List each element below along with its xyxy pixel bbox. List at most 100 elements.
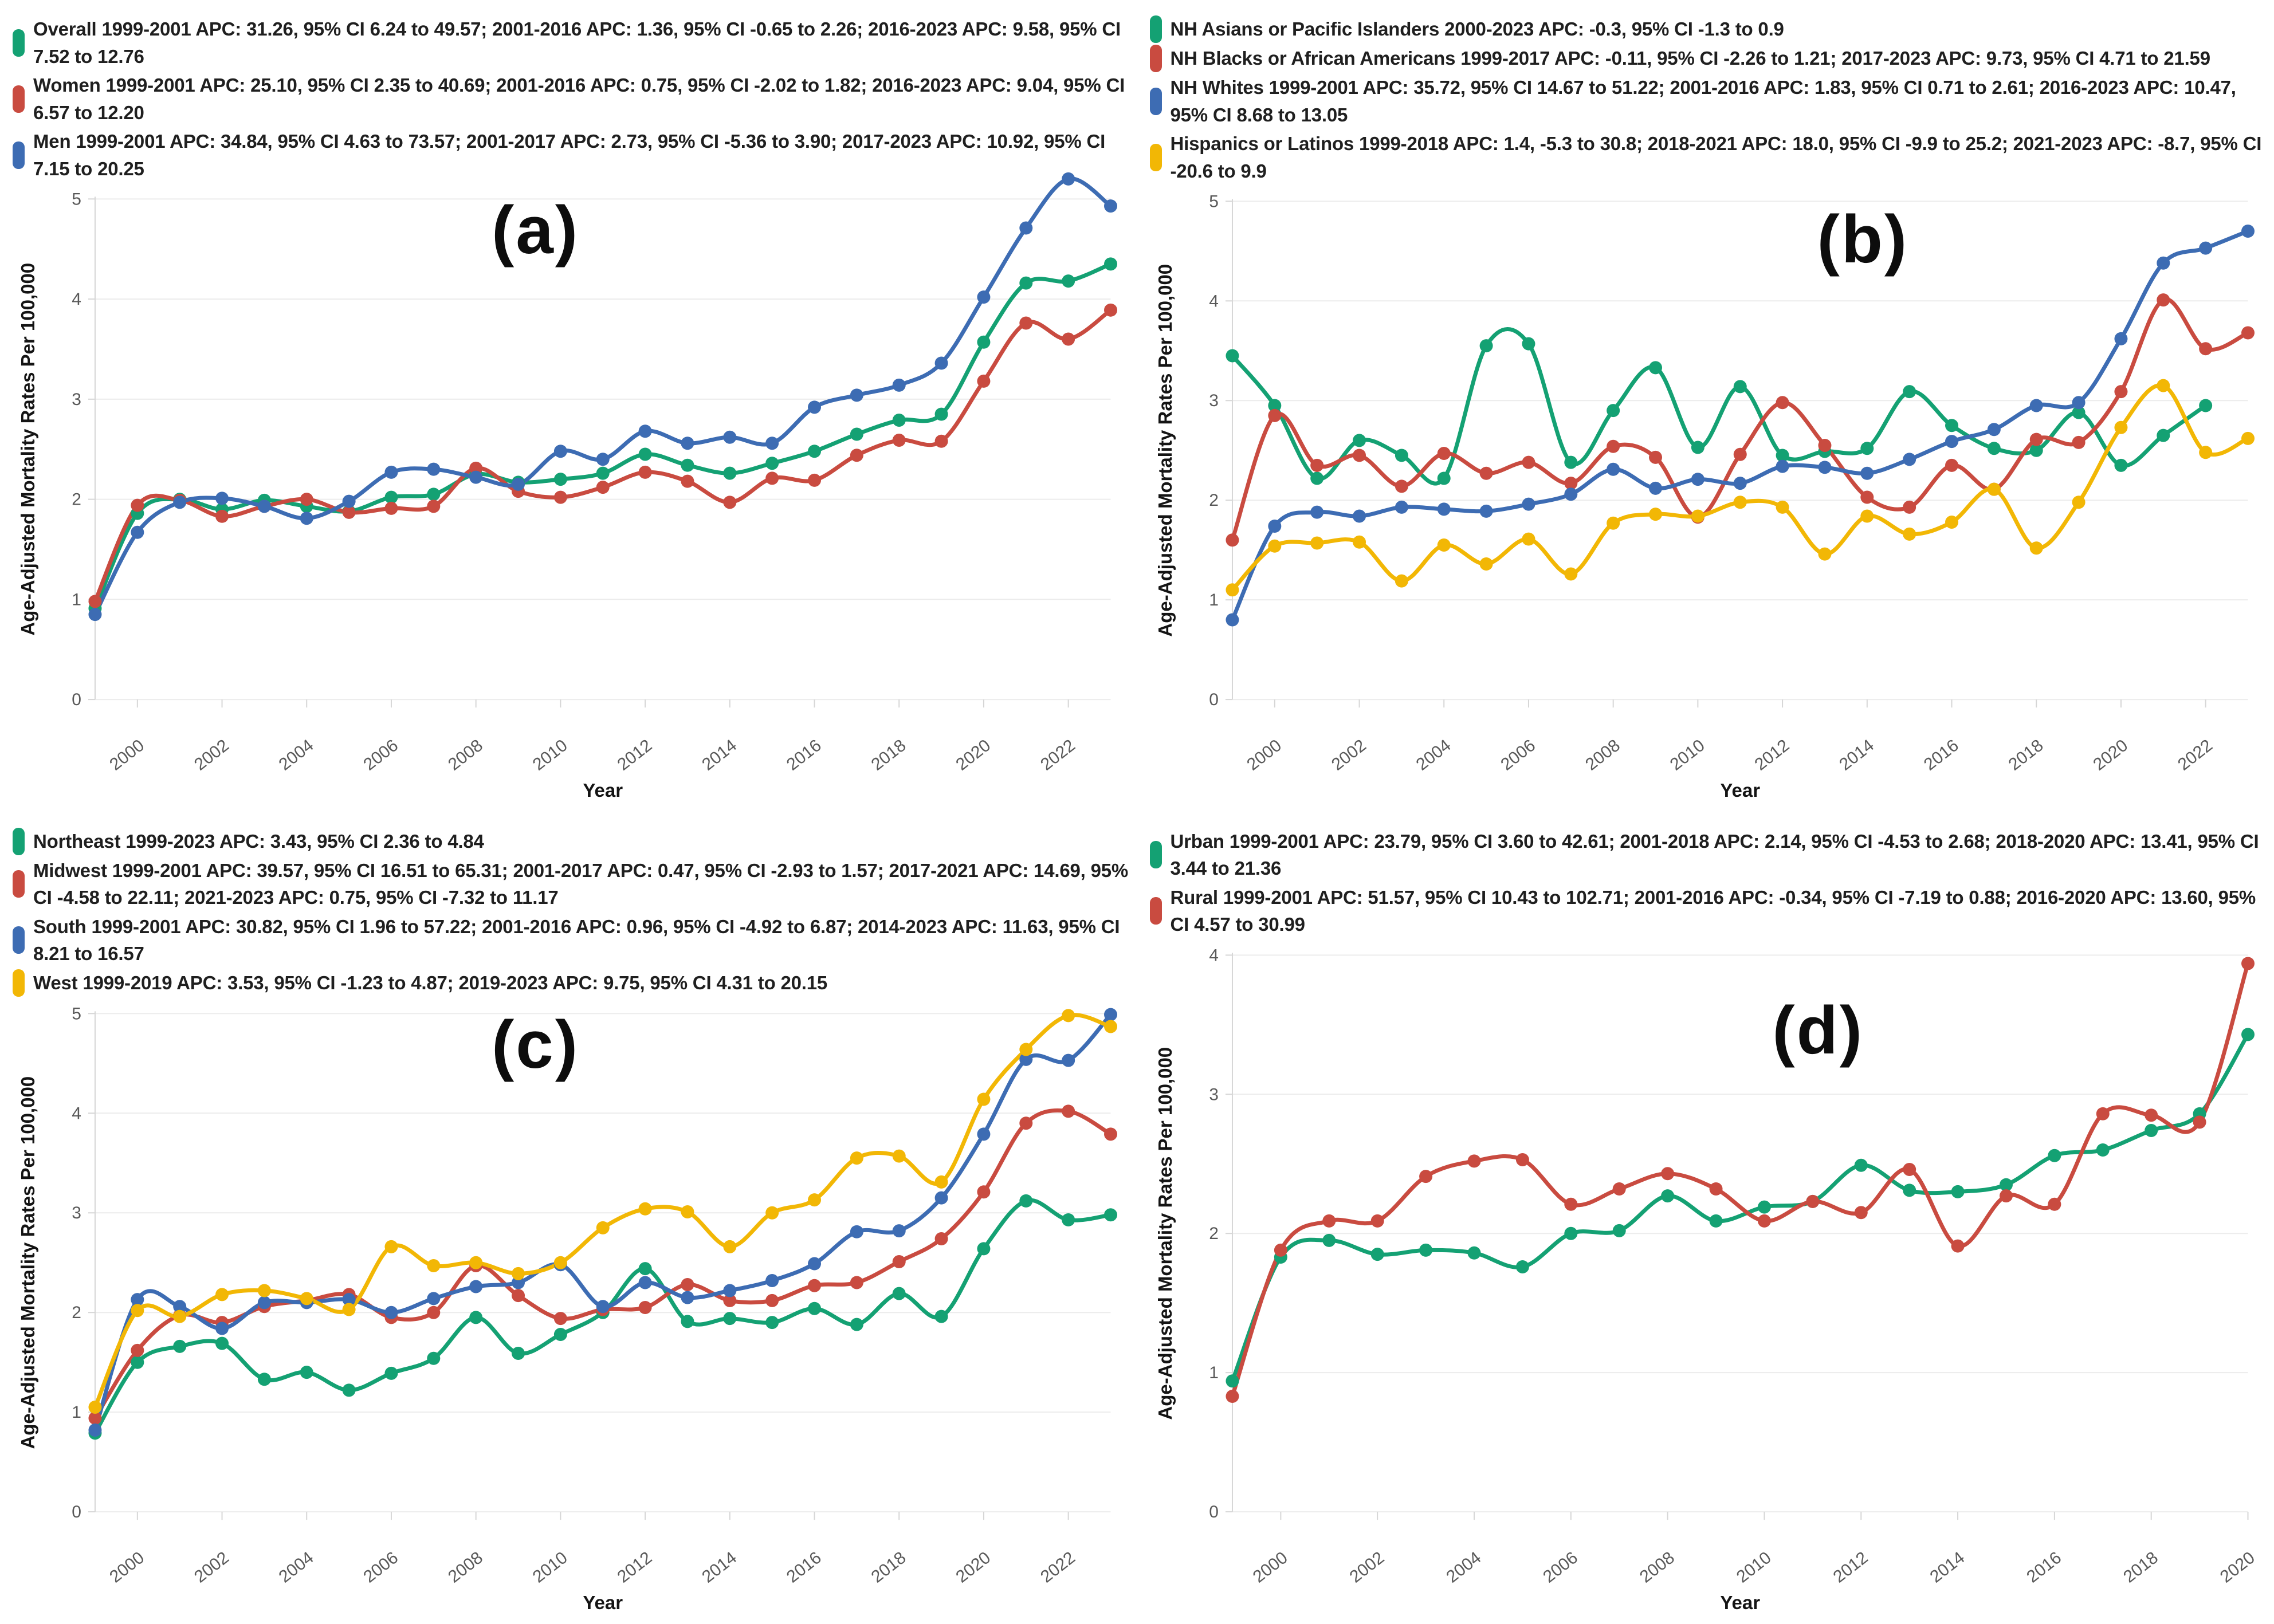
x-tick-label-2000: 2000 — [106, 1548, 148, 1586]
y-tick-label-3: 3 — [1209, 391, 1219, 410]
legend-a: Overall 1999-2001 APC: 31.26, 95% CI 6.2… — [9, 14, 1129, 184]
data-point-urban-2012 — [1854, 1158, 1868, 1172]
x-tick-label-2008: 2008 — [1636, 1548, 1678, 1586]
x-tick-label-2000: 2000 — [1249, 1548, 1291, 1586]
y-tick-label-5: 5 — [72, 1004, 81, 1023]
data-point-nh-blacks-or-african-americans-2004 — [1437, 447, 1451, 461]
data-point-overall-2018 — [892, 414, 906, 427]
data-point-rural-2020 — [2241, 957, 2255, 970]
data-point-nh-blacks-or-african-americans-2016 — [1945, 458, 1958, 472]
series-points — [1225, 957, 2255, 1403]
y-tick-label-2: 2 — [1209, 491, 1219, 510]
data-point-women-2018 — [892, 434, 906, 447]
legend-item-west: West 1999-2019 APC: 3.53, 95% CI -1.23 t… — [13, 969, 1129, 997]
data-point-men-2008 — [469, 470, 483, 484]
data-point-nh-blacks-or-african-americans-2014 — [1860, 490, 1874, 504]
data-point-women-2002 — [215, 509, 229, 523]
x-tick-label-2020: 2020 — [952, 1548, 994, 1586]
x-tick-label-2014: 2014 — [1926, 1548, 1968, 1586]
legend-swatch-nh-whites — [1149, 87, 1162, 115]
data-point-south-2018 — [892, 1224, 906, 1237]
data-point-midwest-2012 — [638, 1300, 652, 1314]
data-point-men-2019 — [934, 356, 948, 370]
x-axis-label: Year — [583, 1592, 623, 1613]
legend-item-nh-blacks-or-african-americans: NH Blacks or African Americans 1999-2017… — [1149, 45, 2267, 72]
data-point-northeast-2022 — [1062, 1213, 1075, 1226]
data-point-west-2009 — [512, 1267, 525, 1280]
data-point-hispanics-or-latinos-2010 — [1691, 509, 1704, 523]
chart-c: 0 1 2 3 4 5 2000 2002 2004 2006 2008 2010 2012 2014 20… — [17, 1004, 1118, 1613]
gridlines — [95, 198, 1111, 701]
data-point-rural-2017 — [2096, 1107, 2110, 1120]
data-point-northeast-2004 — [300, 1365, 313, 1379]
data-point-west-2001 — [173, 1310, 187, 1323]
data-point-women-2013 — [681, 474, 694, 488]
data-point-overall-2014 — [723, 466, 737, 480]
legend-item-nh-asians-or-pacific-islanders: NH Asians or Pacific Islanders 2000-2023… — [1149, 15, 2267, 43]
data-point-nh-asians-or-pacific-islanders-2017 — [1987, 442, 2001, 455]
x-tick-label-2000: 2000 — [106, 736, 148, 774]
data-point-urban-2007 — [1612, 1224, 1626, 1237]
data-point-northeast-2002 — [215, 1336, 229, 1350]
x-tick-label-2004: 2004 — [276, 1548, 317, 1586]
data-point-midwest-2022 — [1062, 1104, 1075, 1118]
data-point-women-2022 — [1062, 332, 1075, 346]
data-point-nh-asians-or-pacific-islanders-2002 — [1352, 434, 1366, 447]
data-point-rural-2003 — [1419, 1169, 1432, 1183]
data-point-northeast-2016 — [808, 1301, 822, 1315]
legend-item-nh-whites: NH Whites 1999-2001 APC: 35.72, 95% CI 1… — [1149, 74, 2267, 128]
data-point-west-2010 — [553, 1256, 567, 1269]
data-point-urban-2015 — [1999, 1178, 2013, 1192]
data-point-nh-whites-2005 — [1479, 504, 1493, 518]
legend-swatch-nh-asians-or-pacific-islanders — [1149, 15, 1162, 43]
data-point-south-2019 — [934, 1191, 948, 1205]
legend-label-rural: Rural 1999-2001 APC: 51.57, 95% CI 10.43… — [1170, 886, 2256, 935]
data-point-northeast-2010 — [553, 1327, 567, 1341]
x-tick-label-2004: 2004 — [1412, 736, 1454, 774]
data-point-urban-2001 — [1322, 1233, 1336, 1247]
data-point-urban-2004 — [1467, 1246, 1480, 1260]
x-tick-label-2006: 2006 — [1539, 1548, 1581, 1586]
data-point-nh-blacks-or-african-americans-2020 — [2114, 385, 2127, 399]
data-point-nh-blacks-or-african-americans-2012 — [1776, 396, 1789, 410]
data-point-midwest-2000 — [131, 1343, 144, 1357]
legend-c: Northeast 1999-2023 APC: 3.43, 95% CI 2.… — [9, 826, 1129, 998]
y-tick-label-4: 4 — [1209, 946, 1219, 965]
y-tick-label-4: 4 — [1209, 292, 1219, 310]
series-line-rural — [1230, 961, 2250, 1398]
data-point-rural-2015 — [1999, 1189, 2013, 1202]
x-tick-label-2000: 2000 — [1243, 736, 1285, 774]
data-point-rural-2000 — [1274, 1243, 1287, 1257]
x-tick-label-2012: 2012 — [1829, 1548, 1871, 1586]
data-point-west-2022 — [1062, 1008, 1075, 1022]
data-point-northeast-2003 — [257, 1372, 271, 1386]
data-point-men-2020 — [977, 290, 991, 304]
data-point-nh-whites-2006 — [1521, 497, 1535, 511]
data-point-hispanics-or-latinos-2023 — [2241, 431, 2255, 445]
data-point-rural-2010 — [1757, 1214, 1771, 1228]
x-tick-label-2020: 2020 — [2216, 1548, 2258, 1586]
data-point-midwest-2019 — [934, 1232, 948, 1245]
data-point-nh-whites-2013 — [1817, 461, 1831, 474]
axes — [1225, 199, 2206, 708]
data-point-nh-blacks-or-african-americans-1999 — [1225, 533, 1239, 547]
data-point-rural-2009 — [1709, 1182, 1723, 1196]
data-point-nh-whites-2021 — [2156, 256, 2170, 270]
legend-label-nh-asians-or-pacific-islanders: NH Asians or Pacific Islanders 2000-2023… — [1170, 18, 1784, 40]
data-point-men-2002 — [215, 491, 229, 505]
y-tick-label-0: 0 — [1209, 1503, 1219, 1521]
data-point-nh-asians-or-pacific-islanders-2022 — [2198, 399, 2212, 412]
legend-label-west: West 1999-2019 APC: 3.53, 95% CI -1.23 t… — [33, 972, 828, 993]
data-point-rural-2001 — [1322, 1214, 1336, 1228]
data-point-overall-2015 — [765, 457, 779, 470]
data-point-west-2006 — [384, 1240, 398, 1253]
data-point-urban-1999 — [1225, 1374, 1239, 1387]
data-point-midwest-2023 — [1104, 1127, 1118, 1141]
data-point-nh-blacks-or-african-americans-2021 — [2156, 293, 2170, 307]
panel-letter-a: (a) — [492, 192, 580, 269]
x-tick-label-2006: 2006 — [1497, 736, 1539, 774]
y-tick-label-2: 2 — [72, 490, 81, 509]
data-point-nh-whites-2007 — [1564, 487, 1577, 501]
data-point-women-2021 — [1019, 316, 1033, 330]
x-tick-label-2020: 2020 — [952, 736, 994, 774]
